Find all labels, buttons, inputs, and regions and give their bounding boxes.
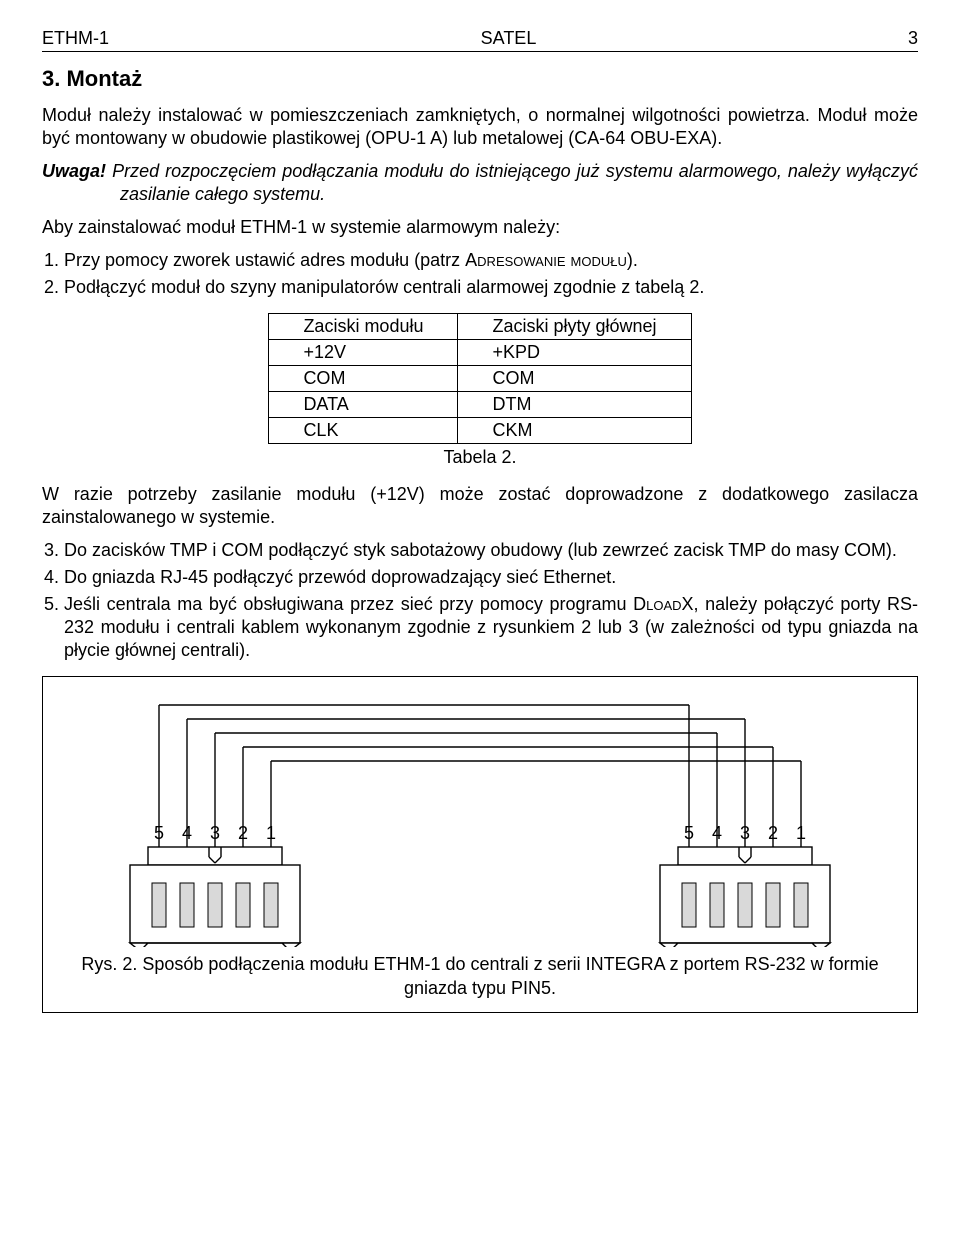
cell: COM [269, 366, 458, 392]
intro-paragraph: Moduł należy instalować w pomieszczeniac… [42, 104, 918, 150]
step-1-sc: Adresowanie modułu [465, 250, 627, 270]
warning-note: Uwaga! Przed rozpoczęciem podłączania mo… [120, 160, 918, 206]
step-4: Do gniazda RJ-45 podłączyć przewód dopro… [64, 566, 918, 589]
table-head-left: Zaciski modułu [269, 314, 458, 340]
header-center: SATEL [481, 28, 537, 49]
step-5-sc: Dload [633, 594, 681, 614]
cell: DTM [458, 392, 691, 418]
table-row: COMCOM [269, 366, 691, 392]
cell: CLK [269, 418, 458, 444]
step-5: Jeśli centrala ma być obsługiwana przez … [64, 593, 918, 662]
step-1-b: ). [627, 250, 638, 270]
cell: CKM [458, 418, 691, 444]
step-1-a: Przy pomocy zworek ustawić adres modułu … [64, 250, 465, 270]
table-row: +12V+KPD [269, 340, 691, 366]
table-row: CLKCKM [269, 418, 691, 444]
warning-text: Przed rozpoczęciem podłączania modułu do… [112, 161, 918, 204]
figure-2: 5432154321 Rys. 2. Sposób podłączenia mo… [42, 676, 918, 1012]
install-lead: Aby zainstalować moduł ETHM-1 w systemie… [42, 216, 918, 239]
para-after-table: W razie potrzeby zasilanie modułu (+12V)… [42, 483, 918, 529]
page-header: ETHM-1 SATEL 3 [42, 28, 918, 52]
step-1: Przy pomocy zworek ustawić adres modułu … [64, 249, 918, 272]
warning-label: Uwaga! [42, 161, 106, 181]
header-right: 3 [908, 28, 918, 49]
table-caption: Tabela 2. [42, 446, 918, 469]
step-5-a: Jeśli centrala ma być obsługiwana przez … [64, 594, 633, 614]
steps-list-2: Do zacisków TMP i COM podłączyć styk sab… [42, 539, 918, 662]
cell: +KPD [458, 340, 691, 366]
header-left: ETHM-1 [42, 28, 109, 49]
figure-caption: Rys. 2. Sposób podłączenia modułu ETHM-1… [49, 953, 911, 999]
step-2: Podłączyć moduł do szyny manipulatorów c… [64, 276, 918, 299]
table-head-right: Zaciski płyty głównej [458, 314, 691, 340]
cell: +12V [269, 340, 458, 366]
cell: COM [458, 366, 691, 392]
table-row: DATADTM [269, 392, 691, 418]
step-3: Do zacisków TMP i COM podłączyć styk sab… [64, 539, 918, 562]
section-heading: 3. Montaż [42, 66, 918, 92]
cell: DATA [269, 392, 458, 418]
wiring-diagram: 5432154321 [60, 687, 900, 947]
terminals-table: Zaciski modułu Zaciski płyty głównej +12… [268, 313, 691, 444]
steps-list-1: Przy pomocy zworek ustawić adres modułu … [42, 249, 918, 299]
